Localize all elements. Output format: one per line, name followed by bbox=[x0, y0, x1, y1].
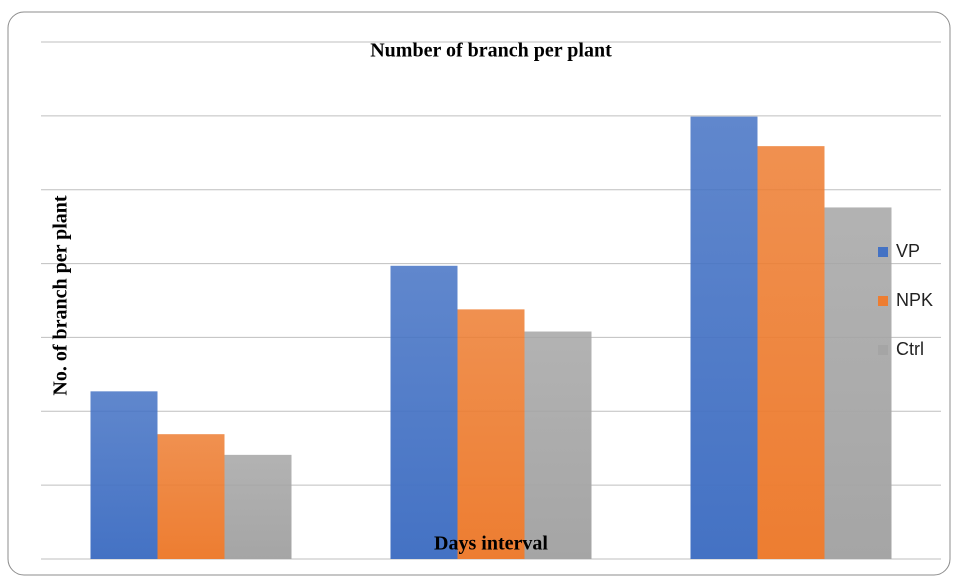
legend-label: VP bbox=[896, 241, 920, 261]
legend-swatch bbox=[878, 247, 888, 257]
bar bbox=[690, 116, 758, 560]
bar bbox=[757, 146, 825, 560]
bar bbox=[457, 309, 525, 559]
bar bbox=[524, 331, 592, 559]
legend-swatch bbox=[878, 296, 888, 306]
bar bbox=[90, 391, 158, 559]
bar bbox=[390, 265, 458, 559]
legend-label: Ctrl bbox=[896, 339, 924, 359]
x-axis-label: Days interval bbox=[434, 533, 548, 555]
bar bbox=[157, 434, 225, 559]
legend-label: NPK bbox=[896, 290, 933, 310]
y-axis-label: No. of branch per plant bbox=[50, 195, 72, 396]
chart-title: Number of branch per plant bbox=[370, 40, 612, 62]
bar bbox=[224, 454, 292, 559]
bar bbox=[824, 207, 892, 559]
legend-swatch bbox=[878, 345, 888, 355]
